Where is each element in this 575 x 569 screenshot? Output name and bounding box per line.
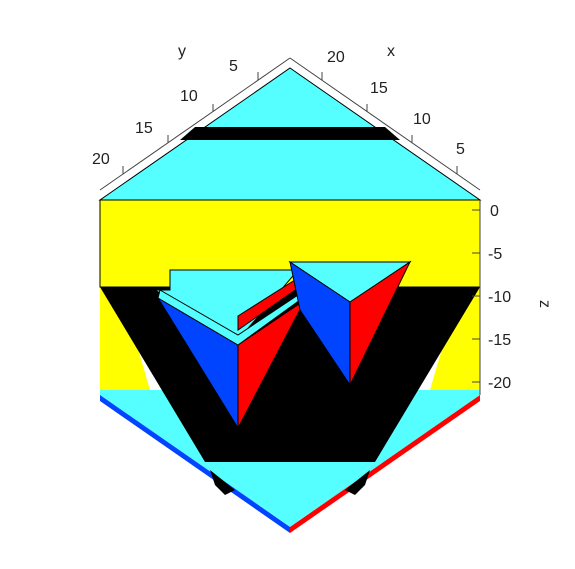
x-tick-label: 15: [370, 80, 388, 97]
z-tick-label: -20: [488, 375, 511, 392]
z-axis-label: z: [536, 300, 553, 308]
black-foot-left: [210, 470, 235, 495]
x-tick-label: 10: [413, 111, 431, 128]
x-axis-label: x: [387, 43, 395, 60]
left-wedge-red-side: [237, 299, 306, 429]
z-tick-label: 0: [490, 203, 499, 220]
x-tick-label: 5: [456, 141, 465, 158]
y-tick-label: 20: [92, 151, 110, 168]
y-axis-label: y: [178, 43, 186, 60]
bottom-edge-red: [290, 395, 480, 533]
top-face-black-stripe: [180, 127, 400, 140]
bottom-face-center: [205, 462, 375, 527]
x-tick-label: 20: [327, 49, 345, 66]
bottom-edge-blue: [100, 395, 290, 533]
black-foot-right: [345, 470, 370, 495]
bottom-face-left: [100, 390, 290, 527]
right-wedge-red-side: [349, 260, 412, 386]
z-tick-label: -15: [488, 332, 511, 349]
y-tick-label: 15: [135, 120, 153, 137]
z-tick-label: -5: [488, 246, 502, 263]
y-tick-label: 5: [229, 58, 238, 75]
y-tick-label: 10: [180, 88, 198, 105]
yellow-band-left: [100, 287, 150, 390]
yellow-band-right: [430, 287, 480, 390]
z-tick-label: -10: [488, 289, 511, 306]
bottom-face-right: [290, 390, 480, 527]
